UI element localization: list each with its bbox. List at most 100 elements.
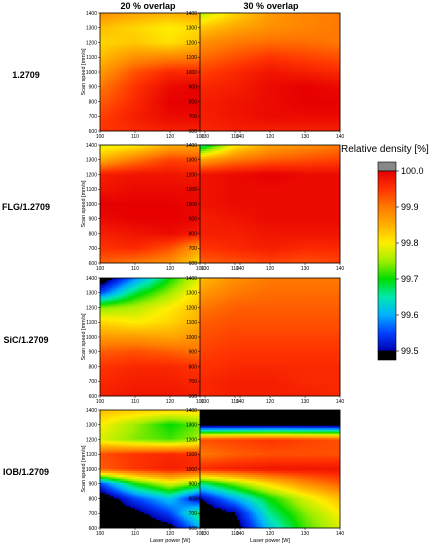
contour-cell bbox=[139, 28, 143, 32]
contour-cell bbox=[163, 28, 166, 32]
contour-cell bbox=[153, 62, 157, 65]
contour-cell bbox=[163, 58, 166, 61]
contour-cell bbox=[198, 70, 201, 73]
contour-cell bbox=[137, 85, 141, 89]
contour-cell bbox=[188, 38, 192, 41]
contour-cell bbox=[186, 68, 190, 71]
contour-cell bbox=[181, 72, 185, 75]
contour-cell bbox=[118, 103, 122, 106]
contour-cell bbox=[132, 16, 136, 20]
contour-cell bbox=[118, 109, 122, 112]
contour-cell bbox=[144, 22, 148, 26]
contour-cell bbox=[139, 87, 143, 91]
contour-cell bbox=[160, 58, 164, 61]
contour-cell bbox=[198, 89, 201, 93]
contour-cell bbox=[151, 105, 155, 108]
contour-cell bbox=[102, 38, 106, 41]
contour-cell bbox=[121, 34, 124, 37]
contour-cell bbox=[160, 91, 164, 94]
contour-cell bbox=[100, 52, 103, 55]
contour-cell bbox=[186, 95, 190, 98]
contour-cell bbox=[130, 46, 134, 49]
contour-cell bbox=[139, 85, 143, 89]
contour-cell bbox=[111, 16, 115, 20]
contour-cell bbox=[167, 64, 171, 67]
contour-cell bbox=[139, 54, 143, 57]
contour-cell bbox=[128, 42, 131, 45]
contour-cell bbox=[170, 18, 173, 22]
contour-cell bbox=[130, 26, 134, 30]
contour-cell bbox=[156, 62, 159, 65]
contour-cell bbox=[156, 20, 159, 24]
contour-cell bbox=[125, 105, 129, 108]
contour-cell bbox=[116, 129, 120, 132]
contour-cell bbox=[116, 13, 120, 16]
contour-cell bbox=[160, 72, 164, 75]
contour-cell bbox=[144, 101, 148, 104]
contour-cell bbox=[123, 56, 127, 59]
contour-cell bbox=[181, 83, 185, 87]
contour-cell bbox=[109, 20, 113, 24]
contour-cell bbox=[144, 54, 148, 57]
contour-cell bbox=[116, 34, 120, 37]
contour-cell bbox=[102, 56, 106, 59]
contour-cell bbox=[191, 64, 194, 67]
contour-cell bbox=[118, 48, 122, 51]
contour-cell bbox=[160, 13, 164, 16]
contour-cell bbox=[100, 50, 103, 53]
contour-cell bbox=[153, 119, 157, 122]
contour-cell bbox=[114, 119, 117, 122]
contour-cell bbox=[193, 26, 197, 30]
contour-cell bbox=[172, 14, 176, 18]
contour-cell bbox=[193, 38, 197, 41]
contour-cell bbox=[163, 46, 166, 49]
contour-cell bbox=[118, 30, 122, 34]
contour-cell bbox=[102, 123, 106, 126]
contour-cell bbox=[151, 93, 155, 96]
contour-cell bbox=[102, 113, 106, 116]
contour-cell bbox=[146, 36, 150, 39]
contour-cell bbox=[151, 40, 155, 43]
contour-cell bbox=[156, 58, 159, 61]
contour-cell bbox=[114, 97, 117, 100]
contour-cell bbox=[149, 125, 152, 128]
contour-cell bbox=[179, 95, 183, 98]
contour-cell bbox=[109, 46, 113, 49]
contour-cell bbox=[132, 101, 136, 104]
contour-cell bbox=[174, 52, 178, 55]
contour-cell bbox=[188, 129, 192, 132]
contour-cell bbox=[137, 105, 141, 108]
contour-cell bbox=[109, 125, 113, 128]
contour-cell bbox=[179, 101, 183, 104]
contour-cell bbox=[163, 105, 166, 108]
contour-cell bbox=[114, 68, 117, 71]
contour-cell bbox=[116, 81, 120, 85]
contour-cell bbox=[121, 54, 124, 57]
contour-cell bbox=[149, 40, 152, 43]
contour-cell bbox=[198, 68, 201, 71]
contour-cell bbox=[137, 38, 141, 41]
contour-cell bbox=[135, 113, 138, 116]
contour-cell bbox=[116, 56, 120, 59]
contour-cell bbox=[186, 48, 190, 51]
contour-cell bbox=[107, 107, 110, 110]
contour-cell bbox=[163, 95, 166, 98]
contour-cell bbox=[179, 121, 183, 124]
contour-cell bbox=[149, 111, 152, 114]
contour-cell bbox=[156, 75, 159, 79]
contour-cell bbox=[100, 103, 103, 106]
contour-cell bbox=[151, 79, 155, 83]
contour-cell bbox=[139, 18, 143, 22]
contour-cell bbox=[132, 44, 136, 47]
contour-cell bbox=[174, 40, 178, 43]
contour-cell bbox=[174, 85, 178, 89]
contour-cell bbox=[149, 127, 152, 130]
contour-cell bbox=[191, 89, 194, 93]
contour-cell bbox=[132, 111, 136, 114]
contour-cell bbox=[177, 14, 180, 18]
contour-cell bbox=[118, 26, 122, 30]
contour-cell bbox=[174, 97, 178, 100]
contour-cell bbox=[172, 129, 176, 132]
contour-cell bbox=[142, 72, 145, 75]
contour-cell bbox=[130, 103, 134, 106]
